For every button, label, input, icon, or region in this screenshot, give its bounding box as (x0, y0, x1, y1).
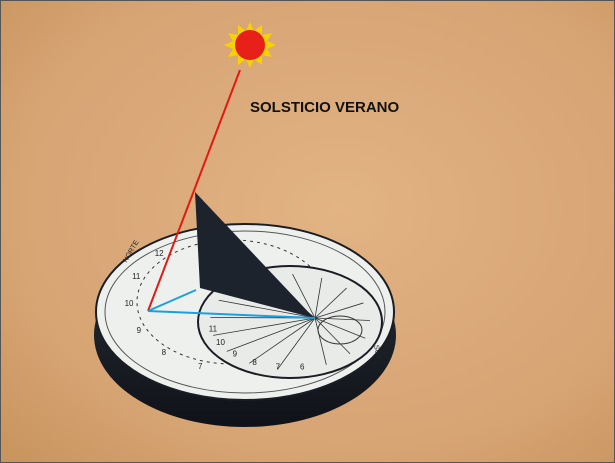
shadow-line (147, 289, 197, 312)
hour-line (277, 317, 316, 370)
sun (224, 22, 276, 68)
inner-hour: 9 (233, 350, 238, 359)
hour-line (314, 317, 327, 365)
hour-line (292, 273, 316, 319)
inner-hour: 10 (216, 338, 225, 347)
outer-hour: 7 (198, 362, 203, 371)
sun-ray (147, 69, 241, 312)
hour-line (249, 317, 316, 364)
outer-hour: 12 (155, 249, 164, 258)
outer-hour: 8 (162, 348, 167, 357)
hour-line (314, 287, 347, 319)
dial-ring (104, 230, 386, 394)
hour-line (213, 317, 316, 336)
hour-line (314, 277, 323, 319)
hour-line (314, 317, 351, 355)
hour-line (218, 299, 316, 319)
inner-hour: 11 (209, 324, 218, 333)
hour-line (226, 317, 316, 352)
gnomon (195, 192, 314, 318)
outer-hour: 9 (137, 326, 142, 335)
inner-hour: 6 (300, 363, 305, 372)
shadow-line (147, 310, 316, 319)
south-label: SUR (372, 344, 381, 360)
outer-hour: 10 (125, 299, 134, 308)
hour-line (314, 317, 370, 321)
outer-hour: 11 (132, 272, 141, 281)
hour-line (314, 302, 364, 319)
inner-hour: 7 (276, 363, 281, 372)
annotation: SOLSTICIO VERANO (250, 99, 400, 116)
hour-line (314, 317, 366, 339)
inner-hour: 8 (252, 358, 257, 367)
